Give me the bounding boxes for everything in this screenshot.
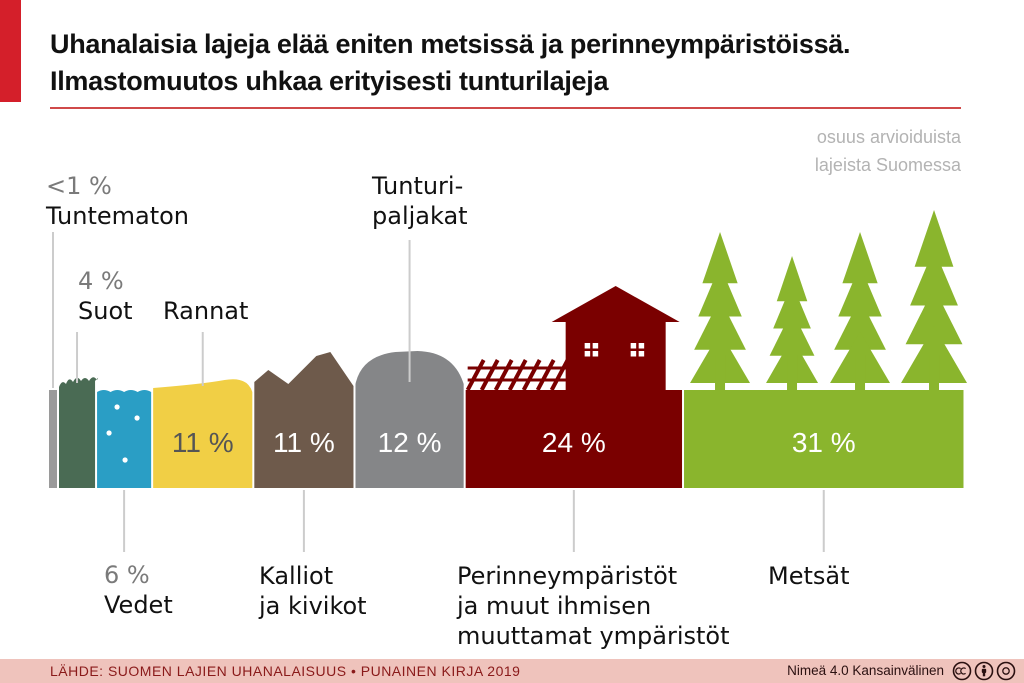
tree-trunk — [787, 355, 798, 391]
tree-layer — [905, 287, 963, 345]
attribution-icon — [996, 661, 1016, 681]
bar-unknown — [49, 390, 57, 488]
house-window-1 — [630, 351, 637, 357]
footer: LÄHDE: SUOMEN LAJIEN UHANALAISUUS • PUNA… — [0, 659, 1024, 683]
house-icon — [551, 286, 680, 390]
fence-slat-0 — [465, 359, 486, 391]
tree-layer — [901, 326, 968, 383]
tree-layer — [838, 265, 882, 317]
by-icon — [974, 661, 994, 681]
chart-labels: <1 %Tuntematon 4 %Suot 6 %Vedet 11 % Rannat 1… — [45, 172, 856, 650]
house-window-0 — [584, 351, 591, 357]
water-bubble-1 — [134, 415, 140, 421]
bar-forests — [684, 390, 964, 488]
tree-layer — [914, 210, 954, 267]
category-label-fells: paljakat — [372, 202, 468, 230]
fence-slat-4 — [521, 359, 542, 391]
fence-slat-3 — [507, 359, 528, 391]
value-label-traditional: 24 % — [542, 427, 606, 458]
spruce-tree-icon — [901, 210, 968, 391]
tree-layer — [842, 232, 878, 284]
bar-fells — [355, 351, 464, 488]
tree-layer — [694, 298, 746, 350]
spruce-tree-icon — [766, 256, 819, 391]
bar-rocks — [254, 352, 354, 488]
water-bubble-3 — [122, 457, 128, 463]
category-label-rocks: Kalliot — [259, 562, 333, 590]
category-label-waters: Vedet — [104, 591, 173, 619]
value-label-mires: 4 % — [78, 267, 124, 295]
water-bubble-0 — [114, 404, 120, 410]
source-text: LÄHDE: SUOMEN LAJIEN UHANALAISUUS • PUNA… — [50, 663, 521, 679]
value-label-unknown: <1 % — [46, 172, 112, 200]
tree-layer — [698, 265, 742, 317]
category-label-forests: Metsät — [768, 562, 850, 590]
house-window-0 — [584, 343, 591, 349]
tree-layer — [773, 283, 811, 329]
tree-layer — [702, 232, 738, 284]
value-label-waters: 6 % — [104, 561, 150, 589]
leader-lines — [52, 232, 825, 552]
title-divider — [50, 107, 961, 109]
value-label-shores: 11 % — [172, 427, 234, 458]
chart-bars — [49, 351, 964, 488]
chart-decorations — [106, 210, 968, 463]
category-label-traditional: muuttamat ympäristöt — [457, 622, 730, 650]
fence-slat-2 — [493, 359, 514, 391]
tree-trunk — [715, 355, 726, 391]
habitat-chart: <1 %Tuntematon 4 %Suot 6 %Vedet 11 % Rannat 1… — [45, 172, 968, 650]
house-window-0 — [592, 343, 599, 349]
spruce-tree-icon — [830, 232, 891, 391]
category-label-traditional: ja muut ihmisen — [456, 592, 651, 620]
tree-layer — [776, 256, 808, 302]
license-text: Nimeä 4.0 Kansainvälinen — [787, 663, 944, 678]
water-bubble-2 — [106, 430, 112, 436]
subtitle-line-2: lajeista Suomessa — [814, 155, 961, 175]
house-window-1 — [630, 343, 637, 349]
bar-traditional — [465, 390, 683, 488]
fence-slat-6 — [549, 359, 570, 391]
tree-layer — [910, 248, 958, 306]
title-line-2: Ilmastomuutos uhkaa erityisesti tunturil… — [50, 66, 609, 96]
category-label-mires: Suot — [78, 297, 133, 325]
tree-layer — [834, 298, 886, 350]
bar-shores — [153, 379, 253, 488]
house-window-1 — [638, 343, 645, 349]
fence-slat-1 — [479, 359, 500, 391]
bar-waters — [97, 390, 152, 488]
spruce-tree-icon — [690, 232, 751, 391]
tree-trunk — [855, 355, 866, 391]
title-line-1: Uhanalaisia lajeja elää eniten metsissä … — [50, 29, 851, 59]
value-label-forests: 31 % — [792, 427, 856, 458]
subtitle-line-1: osuus arvioiduista — [816, 127, 961, 147]
category-label-shores: Rannat — [163, 297, 248, 325]
value-label-rocks: 11 % — [273, 427, 335, 458]
fence-slat-5 — [535, 359, 556, 391]
category-label-traditional: Perinneympäristöt — [457, 562, 677, 590]
chart-title: Uhanalaisia lajeja elää eniten metsissä … — [50, 26, 990, 100]
tree-layer — [769, 310, 815, 356]
category-label-unknown: Tuntematon — [45, 202, 189, 230]
accent-bar — [0, 0, 21, 102]
bar-mires — [59, 377, 99, 488]
chart-subtitle: osuus arvioiduista lajeista Suomessa — [815, 123, 961, 179]
license-icons — [952, 661, 1016, 681]
tree-trunk — [929, 355, 940, 391]
house-window-1 — [638, 351, 645, 357]
category-label-rocks: ja kivikot — [258, 592, 367, 620]
house-window-0 — [592, 351, 599, 357]
value-label-fells: 12 % — [378, 427, 442, 458]
category-label-fells: Tunturi- — [371, 172, 463, 200]
cc-icon — [952, 661, 972, 681]
